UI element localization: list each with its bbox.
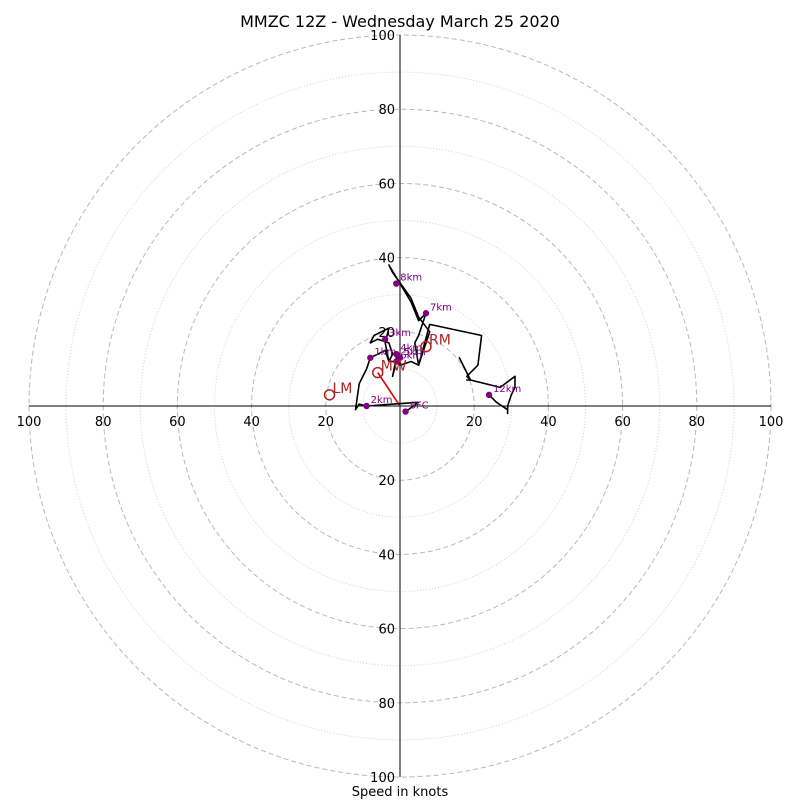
height-marker-dot xyxy=(381,336,389,343)
y-tick-label: 100 xyxy=(370,771,395,786)
y-tick-label: 20 xyxy=(378,326,395,341)
height-marker-label: 5km xyxy=(404,347,426,358)
storm-motion-label: MW xyxy=(381,359,407,375)
y-tick-label: 60 xyxy=(378,623,395,638)
x-tick-label: 40 xyxy=(243,415,260,430)
y-tick-label: 80 xyxy=(378,697,395,712)
x-tick-label: 100 xyxy=(759,415,784,430)
x-tick-label: 60 xyxy=(614,415,631,430)
y-tick-label: 40 xyxy=(378,252,395,267)
x-tick-label: 40 xyxy=(540,415,557,430)
storm-motion-label: LM xyxy=(333,381,353,397)
mean-wind-vector xyxy=(377,372,401,407)
height-marker-label: 2km xyxy=(371,395,393,406)
hodograph-trace xyxy=(354,264,516,415)
y-tick-label: 100 xyxy=(370,29,395,44)
x-tick-label: 80 xyxy=(95,415,112,430)
height-marker-label: 6km xyxy=(400,350,422,361)
y-tick-label: 80 xyxy=(378,103,395,118)
x-tick-label: 20 xyxy=(318,415,335,430)
storm-motion-marker xyxy=(323,389,336,401)
storm-motion-label: RM xyxy=(429,333,451,349)
storm-motion-marker xyxy=(420,340,432,353)
height-marker-dot xyxy=(393,358,400,365)
x-tick-label: 80 xyxy=(689,415,706,430)
x-tick-label: 60 xyxy=(169,415,186,430)
height-marker-dot xyxy=(422,310,430,317)
y-tick-label: 20 xyxy=(378,474,395,489)
height-marker-label: 3km xyxy=(389,328,411,339)
height-marker-label: SFC xyxy=(410,401,429,412)
height-marker-dot xyxy=(367,354,374,361)
tick-labels: 100 80 60 40 20 20 40 60 80 100 100 80 60 40 20 20 40 60 8… xyxy=(17,29,784,786)
x-tick-label: 20 xyxy=(466,415,483,430)
x-tick-label: 100 xyxy=(17,415,42,430)
height-marker-label: 12km xyxy=(493,384,521,395)
height-marker-dot xyxy=(402,408,409,415)
storm-motion-marker xyxy=(371,366,384,379)
height-marker-label: 4km xyxy=(400,343,422,354)
x-axis-label: Speed in knots xyxy=(352,785,449,800)
height-marker-label: 1km xyxy=(374,347,396,358)
height-marker-dot xyxy=(485,391,493,399)
height-marker-dot xyxy=(363,402,370,410)
y-tick-label: 60 xyxy=(378,177,395,192)
height-marker-dot xyxy=(393,280,400,287)
height-marker-label: 7km xyxy=(430,302,452,313)
y-tick-label: 40 xyxy=(378,548,395,563)
chart-title: MMZC 12Z - Wednesday March 25 2020 xyxy=(240,12,560,31)
height-marker-label: 8km xyxy=(400,273,422,284)
